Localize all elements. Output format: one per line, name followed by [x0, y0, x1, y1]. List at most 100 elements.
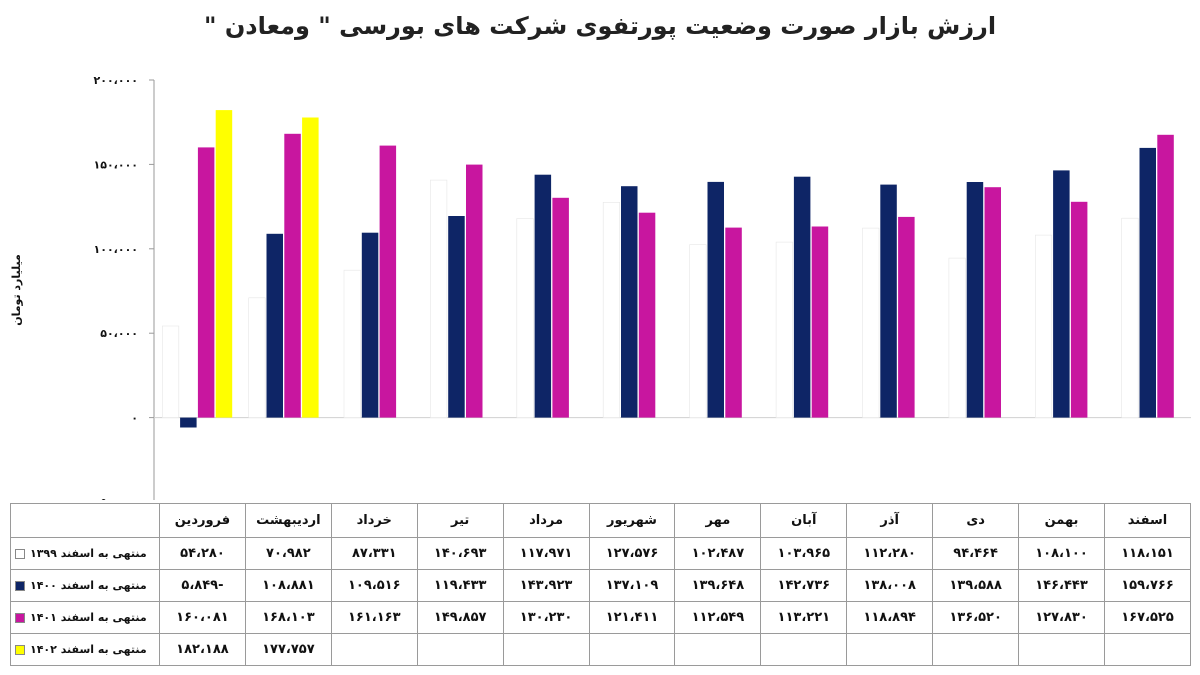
table-corner-cell — [10, 503, 160, 538]
legend-entry-1401: منتهی به اسفند ۱۴۰۱ — [10, 601, 160, 634]
legend-entry-1402: منتهی به اسفند ۱۴۰۲ — [10, 633, 160, 666]
y-tick-label: ۵۰،۰۰۰ — [100, 327, 138, 340]
value-cell: ۱۴۹،۸۵۷ — [416, 601, 504, 634]
value-cell: ۱۴۳،۹۲۳ — [502, 569, 590, 602]
bar-9-1 — [966, 182, 984, 418]
bar-8-2 — [898, 216, 915, 418]
bar-4-1 — [534, 174, 552, 418]
bar-6-2 — [725, 227, 742, 418]
value-cell — [330, 633, 418, 666]
value-cell: ۱۰۹،۵۱۶ — [330, 569, 418, 602]
value-cell: ۷۰،۹۸۲ — [244, 537, 332, 570]
bar-6-1 — [707, 181, 724, 418]
category-cell: آذر — [846, 503, 934, 538]
bar-3-1 — [448, 216, 465, 418]
y-tick-label: ۱۰۰،۰۰۰ — [94, 243, 138, 256]
bar-9-0 — [948, 257, 966, 418]
value-cell: ۹۴،۴۶۴ — [932, 537, 1020, 570]
value-cell: ۱۴۶،۴۴۳ — [1018, 569, 1105, 602]
value-cell: ۱۴۰،۶۹۳ — [416, 537, 504, 570]
value-cell — [502, 633, 590, 666]
category-cell: بهمن — [1018, 503, 1105, 538]
value-cell: ۱۱۳،۲۲۱ — [760, 601, 848, 634]
y-axis-label: میلیارد تومان — [10, 254, 23, 326]
table-row-series-1402: منتهی به اسفند ۱۴۰۲ ۱۸۲،۱۸۸ ۱۷۷،۷۵۷ — [10, 633, 1192, 666]
category-cell: مرداد — [502, 503, 590, 538]
category-cell: اردیبهشت — [244, 503, 332, 538]
value-cell: ۱۳۰،۲۳۰ — [502, 601, 590, 634]
data-table: فروردین اردیبهشت خرداد تیر مرداد شهریور … — [10, 503, 1192, 666]
value-cell: ۱۰۸،۱۰۰ — [1018, 537, 1105, 570]
category-cell: فروردین — [159, 503, 246, 538]
bar-11-0 — [1121, 217, 1139, 418]
value-cell — [932, 633, 1020, 666]
table-row-series-1401: منتهی به اسفند ۱۴۰۱ ۱۶۰،۰۸۱ ۱۶۸،۱۰۳ ۱۶۱،… — [10, 601, 1192, 634]
bar-2-2 — [379, 145, 397, 418]
value-cell: ۱۰۲،۴۸۷ — [674, 537, 762, 570]
bar-5-1 — [621, 186, 638, 418]
value-cell: ۱۸۲،۱۸۸ — [159, 633, 246, 666]
value-cell: ۱۶۰،۰۸۱ — [159, 601, 246, 634]
bar-7-0 — [775, 241, 793, 418]
category-cell: اسفند — [1103, 503, 1192, 538]
bar-1-2 — [284, 133, 301, 418]
legend-entry-1399: منتهی به اسفند ۱۳۹۹ — [10, 537, 160, 570]
value-cell: ۱۶۸،۱۰۳ — [244, 601, 332, 634]
bar-10-2 — [1070, 201, 1088, 418]
legend-swatch-magenta — [15, 613, 25, 623]
bar-0-3 — [215, 110, 233, 418]
y-tick-label: ۱۵۰،۰۰۰ — [94, 158, 138, 171]
bar-4-2 — [552, 197, 569, 418]
value-cell: ۸۷،۳۳۱ — [330, 537, 418, 570]
bar-3-2 — [466, 164, 483, 418]
value-cell: ۱۷۷،۷۵۷ — [244, 633, 332, 666]
bar-8-1 — [880, 184, 897, 418]
value-cell: ۱۲۷،۸۳۰ — [1018, 601, 1105, 634]
value-cell — [760, 633, 848, 666]
table-row-series-1400: منتهی به اسفند ۱۴۰۰ ۵،۸۴۹- ۱۰۸،۸۸۱ ۱۰۹،۵… — [10, 569, 1192, 602]
bar-chart: -۵۰،۰۰۰ ۰ ۵۰،۰۰۰ ۱۰۰،۰۰۰ ۱۵۰،۰۰۰ ۲۰۰،۰۰۰ میلی… — [10, 74, 1191, 500]
value-cell — [1018, 633, 1105, 666]
category-cell: دی — [932, 503, 1020, 538]
bar-10-1 — [1053, 170, 1070, 418]
value-cell: ۱۳۹،۵۸۸ — [932, 569, 1020, 602]
bar-7-1 — [793, 176, 811, 418]
value-cell: ۵،۸۴۹- — [159, 569, 246, 602]
bar-10-0 — [1035, 234, 1053, 418]
category-cell: تیر — [416, 503, 504, 538]
value-cell: ۵۴،۲۸۰ — [159, 537, 246, 570]
value-cell — [674, 633, 762, 666]
value-cell: ۱۳۷،۱۰۹ — [588, 569, 676, 602]
legend-swatch-white — [15, 549, 25, 559]
bar-3-0 — [430, 179, 448, 418]
value-cell — [846, 633, 934, 666]
table-row-series-1399: منتهی به اسفند ۱۳۹۹ ۵۴،۲۸۰ ۷۰،۹۸۲ ۸۷،۳۳۱… — [10, 537, 1192, 570]
value-cell: ۱۶۱،۱۶۳ — [330, 601, 418, 634]
bar-1-1 — [266, 233, 283, 418]
value-cell: ۱۲۱،۴۱۱ — [588, 601, 676, 634]
value-cell: ۱۱۲،۲۸۰ — [846, 537, 934, 570]
value-cell: ۱۳۹،۶۴۸ — [674, 569, 762, 602]
value-cell — [416, 633, 504, 666]
table-header-row: فروردین اردیبهشت خرداد تیر مرداد شهریور … — [10, 503, 1192, 538]
y-tick-label: ۰ — [131, 412, 138, 425]
value-cell: ۱۱۲،۵۴۹ — [674, 601, 762, 634]
value-cell — [588, 633, 676, 666]
value-cell: ۱۵۹،۷۶۶ — [1103, 569, 1192, 602]
value-cell: ۱۳۶،۵۲۰ — [932, 601, 1020, 634]
value-cell: ۱۱۸،۸۹۴ — [846, 601, 934, 634]
value-cell: ۱۱۸،۱۵۱ — [1103, 537, 1192, 570]
bar-8-0 — [862, 227, 880, 418]
value-cell: ۱۲۷،۵۷۶ — [588, 537, 676, 570]
category-cell: مهر — [674, 503, 762, 538]
y-tick-label: -۵۰،۰۰۰ — [96, 496, 138, 500]
chart-title: ارزش بازار صورت وضعیت پورتفوی شرکت های ب… — [203, 12, 997, 40]
bar-0-0 — [162, 325, 180, 418]
bar-6-0 — [689, 244, 707, 418]
bar-2-1 — [361, 232, 379, 418]
bar-5-0 — [602, 202, 621, 418]
bar-2-0 — [343, 269, 361, 418]
category-cell: خرداد — [330, 503, 418, 538]
category-cell: شهریور — [588, 503, 676, 538]
value-cell: ۱۱۷،۹۷۱ — [502, 537, 590, 570]
